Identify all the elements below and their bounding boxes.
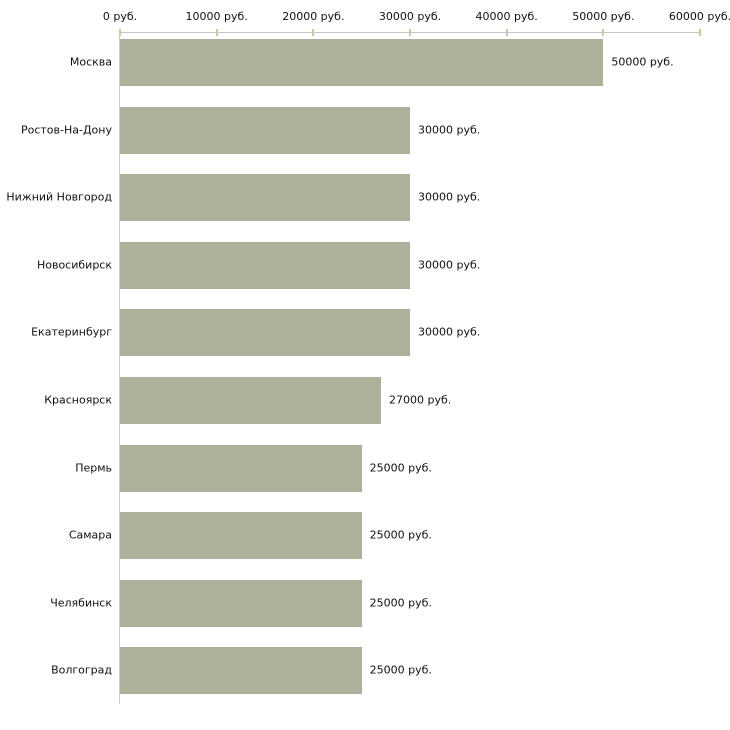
x-axis-tick: [505, 29, 508, 36]
bar-row: Волгоград 25000 руб.: [51, 641, 700, 709]
value-label: 25000 руб.: [369, 528, 432, 542]
x-axis-tick: [409, 29, 411, 36]
value-label: 50000 руб.: [611, 55, 674, 69]
x-axis-tick-label: 0 руб.: [102, 10, 138, 23]
bar: [120, 647, 362, 695]
bar-row: Новосибирск 30000 руб.: [37, 236, 700, 304]
value-label: 25000 руб.: [369, 596, 432, 610]
value-label: 30000 руб.: [418, 325, 481, 339]
value-label: 25000 руб.: [369, 663, 432, 677]
category-label: Красноярск: [44, 393, 112, 407]
x-axis-tick: [119, 29, 121, 36]
bar: [120, 444, 362, 492]
x-axis-tick-label: 50000 руб.: [572, 10, 635, 23]
bar-row: Екатеринбург 30000 руб.: [31, 303, 700, 371]
bar-row: Красноярск 27000 руб.: [44, 371, 700, 439]
x-axis-tick: [312, 29, 315, 36]
bar-row: Пермь 25000 руб.: [75, 439, 700, 507]
x-axis-tick-label: 30000 руб.: [378, 10, 442, 23]
bar: [120, 174, 410, 222]
bar-row: Ростов-На-Дону 30000 руб.: [21, 101, 700, 169]
bar: [120, 309, 410, 357]
value-label: 27000 руб.: [389, 393, 452, 407]
category-label: Самара: [68, 528, 112, 542]
y-axis-line: [119, 33, 120, 704]
bar: [120, 39, 604, 86]
bar-row: Челябинск 25000 руб.: [50, 574, 700, 642]
x-axis-tick-label: 20000 руб.: [282, 10, 345, 23]
x-axis-tick-label: 40000 руб.: [475, 10, 538, 23]
category-label: Екатеринбург: [31, 325, 112, 339]
bar: [120, 512, 362, 560]
category-label: Волгоград: [51, 663, 112, 677]
bar: [120, 579, 362, 627]
x-axis-tick: [699, 29, 701, 36]
bar: [120, 241, 410, 289]
category-label: Москва: [69, 55, 112, 69]
x-axis-tick-label: 60000 руб.: [668, 10, 730, 23]
x-axis-tick-label: 10000 руб.: [185, 10, 248, 23]
x-axis-tick: [215, 29, 218, 36]
bar-row: Самара 25000 руб.: [69, 506, 700, 574]
value-label: 30000 руб.: [418, 258, 481, 272]
bar-row: Москва 50000 руб.: [70, 33, 700, 101]
x-axis-tick: [602, 29, 605, 36]
category-label: Пермь: [75, 461, 112, 475]
plot-area: 0 руб. 10000 руб. 20000 руб. 30000 руб. 4000…: [6, 10, 730, 709]
value-label: 25000 руб.: [369, 461, 432, 475]
category-label: Ростов-На-Дону: [20, 123, 112, 137]
bar: [120, 106, 410, 154]
category-label: Нижний Новгород: [6, 190, 112, 204]
value-label: 30000 руб.: [418, 123, 481, 137]
category-label: Челябинск: [50, 596, 112, 610]
category-label: Новосибирск: [36, 258, 112, 272]
bar-row: Нижний Новгород 30000 руб.: [6, 168, 700, 236]
value-label: 30000 руб.: [418, 190, 481, 204]
bar: [120, 376, 381, 424]
